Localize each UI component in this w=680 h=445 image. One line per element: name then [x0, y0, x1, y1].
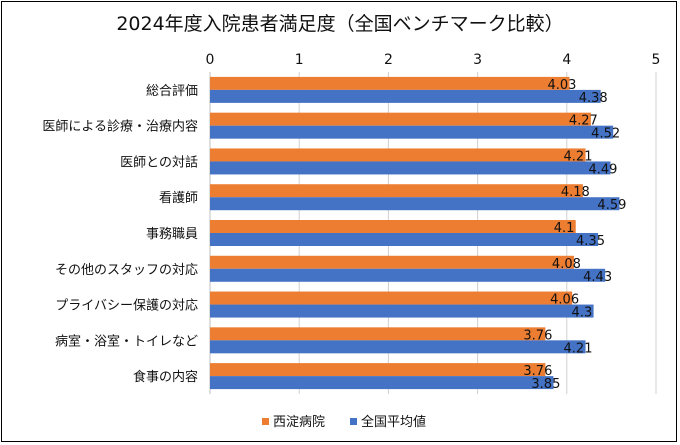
legend-swatch — [262, 418, 269, 425]
x-tick-label: 1 — [295, 52, 304, 68]
data-label: 3.76 — [523, 364, 552, 379]
data-label: 4.3 — [572, 306, 593, 321]
category-label: 医師との対話 — [120, 154, 198, 170]
data-label: 4.52 — [591, 127, 620, 142]
data-label: 4.21 — [564, 341, 593, 356]
legend-label: 西淀病院 — [273, 415, 325, 430]
x-tick-label: 0 — [206, 52, 215, 68]
x-tick-label: 5 — [652, 52, 661, 68]
category-label: その他のスタッフの対応 — [55, 263, 198, 278]
bar-hospital — [210, 363, 546, 377]
bars — [210, 76, 620, 390]
x-tick-label: 2 — [384, 52, 393, 68]
x-tick-label: 3 — [473, 52, 482, 68]
bar-hospital — [210, 327, 546, 341]
bar-national — [210, 197, 620, 211]
data-label: 4.38 — [579, 91, 608, 106]
legend: 西淀病院 全国平均値 — [262, 414, 426, 430]
bar-hospital — [210, 76, 570, 90]
bar-hospital — [210, 112, 591, 126]
chart-title: 2024年度入院患者満足度（全国ベンチマーク比較） — [116, 13, 563, 35]
bar-national — [210, 304, 594, 318]
data-label: 4.43 — [583, 270, 612, 285]
data-labels: 4.034.384.274.524.214.494.184.594.14.354… — [523, 78, 626, 392]
data-label: 4.08 — [552, 257, 581, 272]
data-label: 4.1 — [554, 221, 575, 236]
category-label: 食事の内容 — [133, 369, 198, 385]
data-label: 3.85 — [531, 377, 560, 392]
bar-national — [210, 233, 599, 246]
bar-national — [210, 161, 611, 175]
data-label: 4.59 — [597, 198, 626, 213]
category-label: 病室・浴室・トイレなど — [55, 333, 198, 349]
bar-hospital — [210, 184, 583, 198]
bar-hospital — [210, 148, 586, 162]
data-label: 4.18 — [561, 185, 590, 200]
data-label: 4.49 — [589, 162, 618, 177]
bar-national — [210, 268, 606, 282]
category-label: 事務職員 — [146, 227, 198, 242]
category-label: プライバシー保護の対応 — [55, 298, 198, 314]
bar-hospital — [210, 291, 573, 305]
data-label: 4.35 — [576, 234, 605, 249]
data-label: 3.76 — [523, 328, 552, 343]
data-label: 4.06 — [550, 293, 579, 308]
legend-label: 全国平均値 — [361, 414, 426, 430]
data-label: 4.03 — [547, 78, 576, 93]
legend-swatch — [350, 418, 357, 425]
bar-national — [210, 125, 614, 139]
data-label: 4.27 — [569, 114, 598, 129]
bar-national — [210, 89, 601, 103]
x-axis-ticks: 0 1 2 3 4 5 — [206, 52, 661, 68]
category-label: 看護師 — [159, 190, 198, 206]
data-label: 4.21 — [564, 149, 593, 164]
category-label: 医師による診療・治療内容 — [42, 119, 198, 135]
category-label: 総合評価 — [146, 84, 198, 99]
x-tick-label: 4 — [562, 52, 571, 68]
bar-national — [210, 376, 554, 390]
bar-hospital — [210, 255, 574, 269]
category-labels: 総合評価医師による診療・治療内容医師との対話看護師事務職員その他のスタッフの対応… — [42, 84, 198, 385]
bar-national — [210, 340, 586, 354]
bar-hospital — [210, 220, 576, 233]
